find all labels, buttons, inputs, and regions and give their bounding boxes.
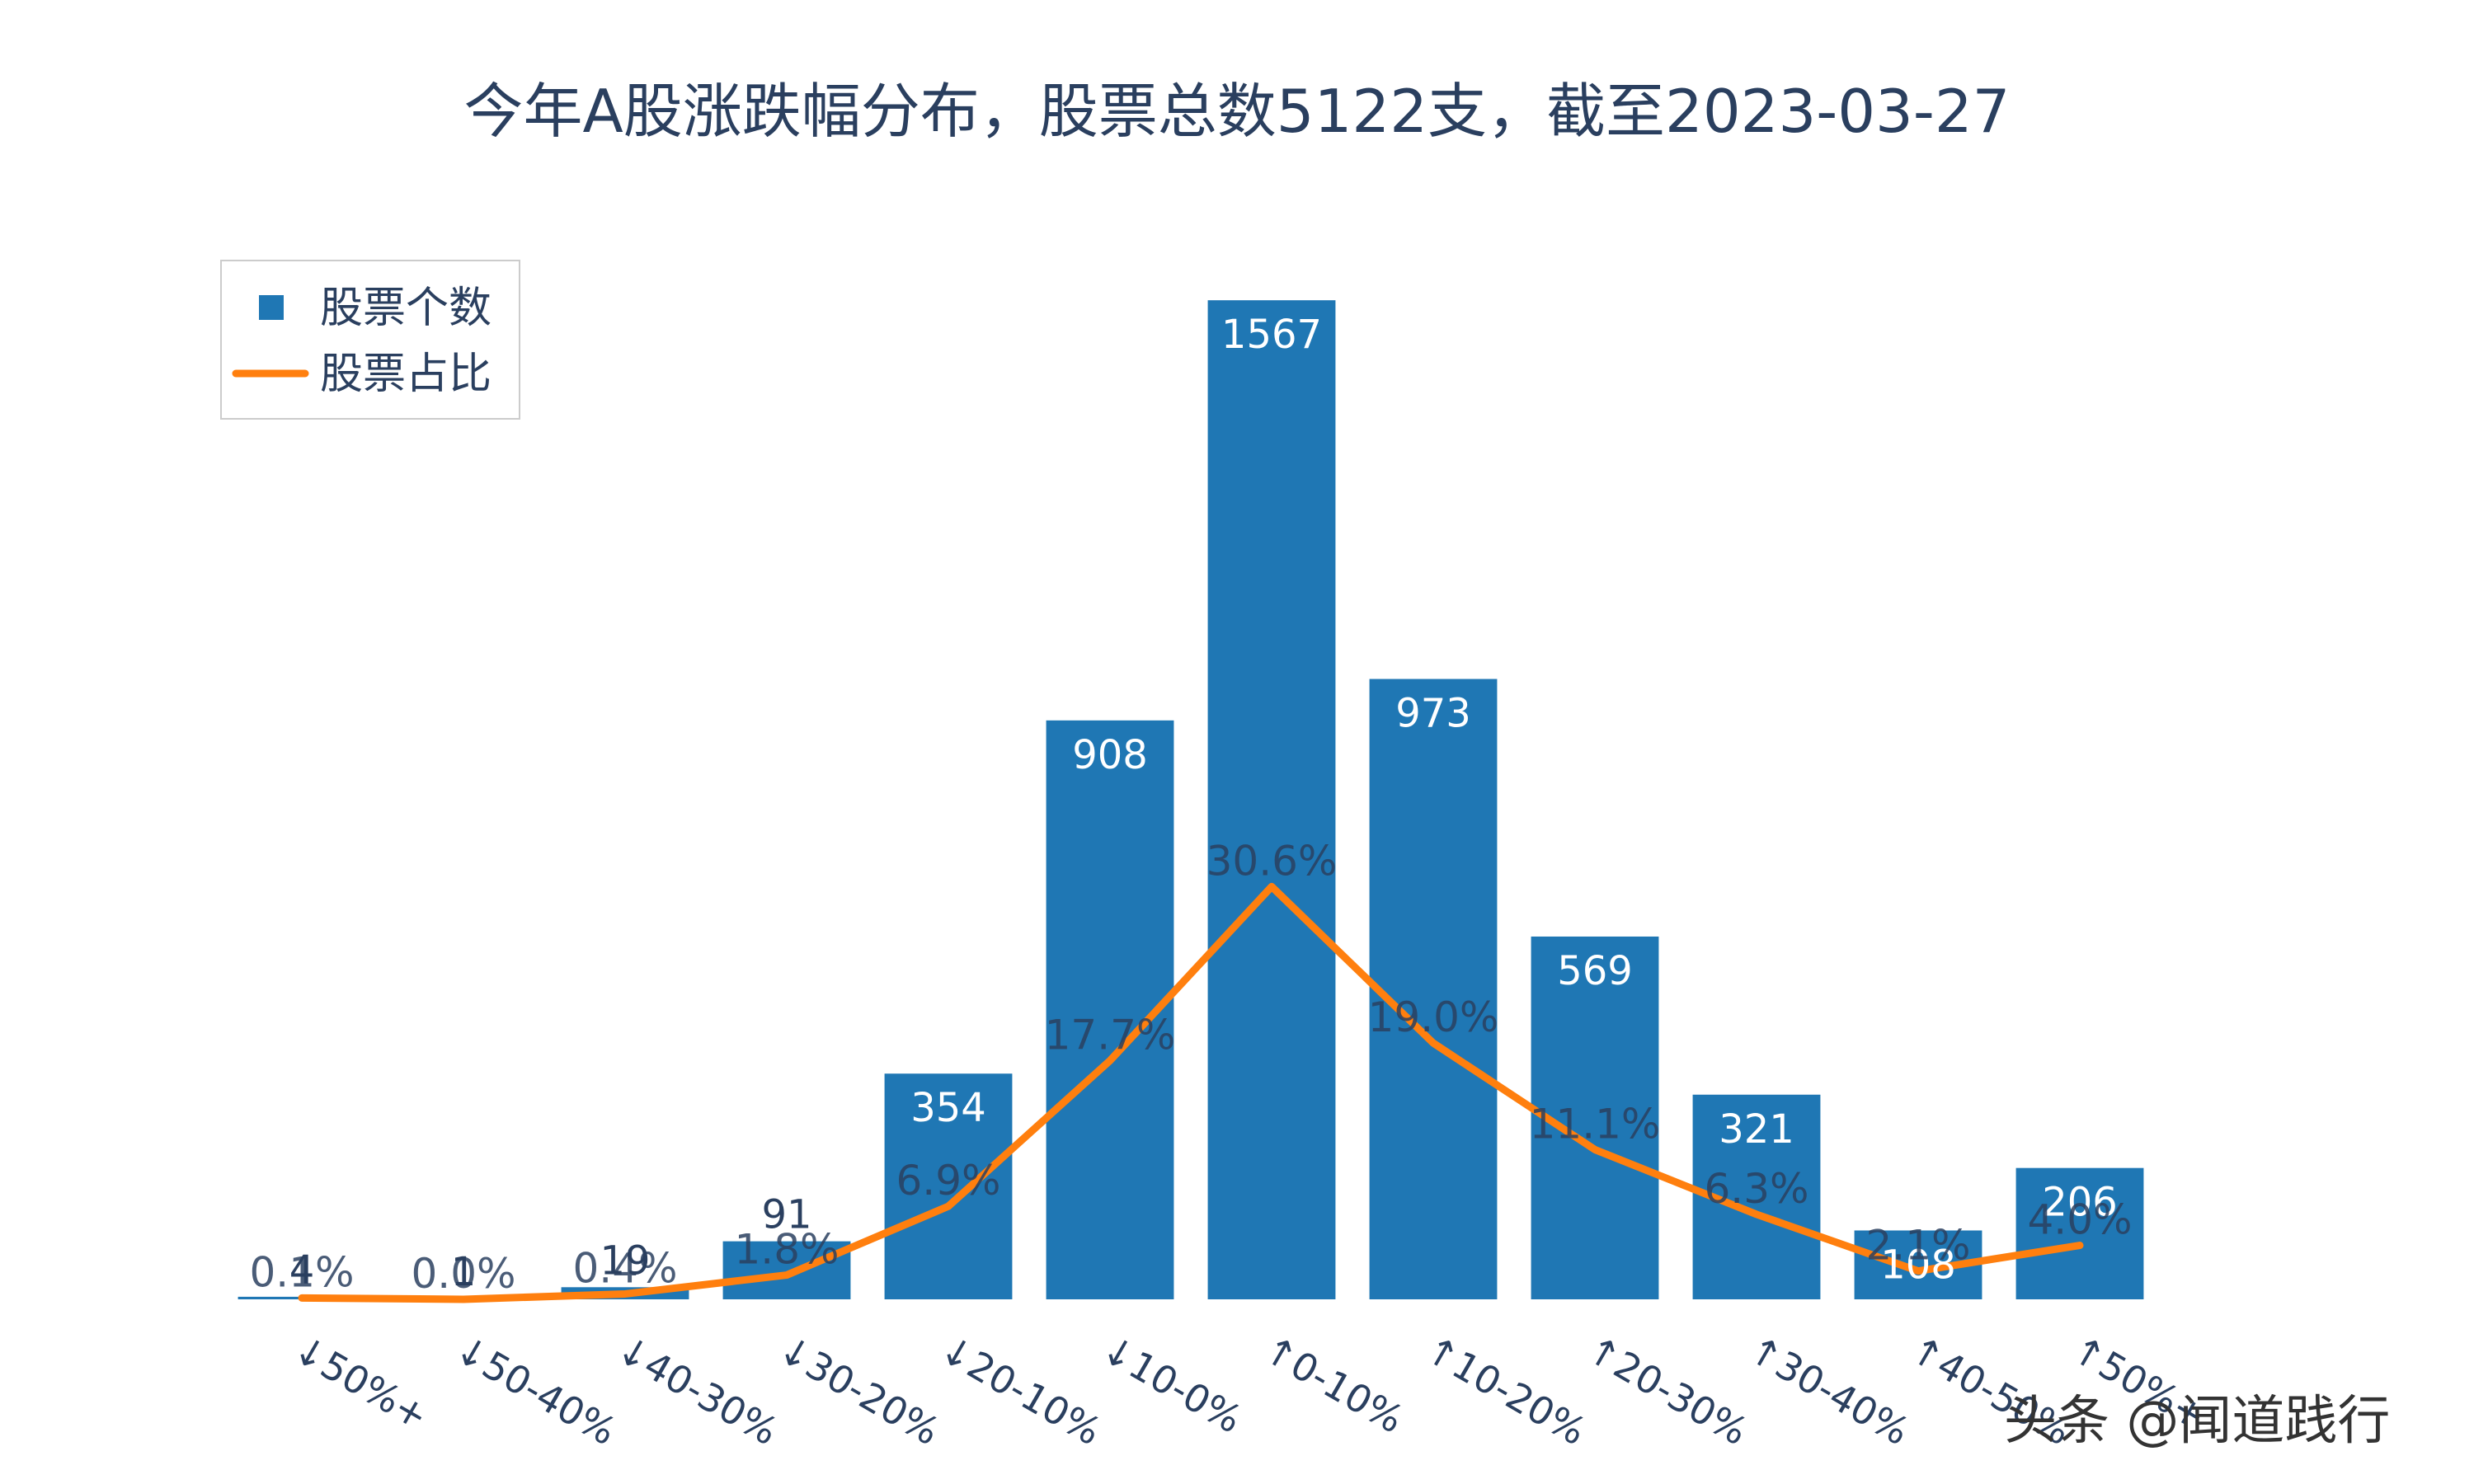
percent-label-11: 4.0% — [2027, 1196, 2132, 1244]
percent-label-10: 2.1% — [1865, 1222, 1970, 1270]
bars-group — [238, 300, 2144, 1300]
bar-value-label-8: 569 — [1557, 948, 1633, 994]
line-point-1 — [463, 1298, 464, 1300]
watermark-text: 头条 @闻道践行 — [2004, 1391, 2390, 1452]
x-tick-label-9: ↑30-40% — [1741, 1327, 1917, 1454]
line-point-7 — [1432, 1042, 1434, 1045]
percent-label-8: 11.1% — [1530, 1100, 1661, 1148]
x-tick-label-6: ↑0-10% — [1256, 1327, 1412, 1442]
bar-value-label-9: 321 — [1719, 1106, 1794, 1153]
percent-label-6: 30.6% — [1206, 837, 1338, 885]
line-point-3 — [786, 1274, 788, 1276]
chart-title: 今年A股涨跌幅分布，股票总数5122支，截至2023-03-27 — [464, 77, 2011, 146]
percent-label-3: 1.8% — [734, 1226, 839, 1274]
line-point-8 — [1594, 1148, 1596, 1151]
bar-value-label-4: 354 — [910, 1085, 986, 1131]
bar-3 — [722, 1241, 851, 1299]
bar-value-label-5: 908 — [1072, 732, 1148, 778]
x-tick-label-5: ↓10-0% — [1094, 1327, 1250, 1442]
bar-value-label-7: 973 — [1395, 691, 1471, 737]
percent-label-2: 0.4% — [572, 1244, 677, 1292]
legend-bar-swatch — [259, 295, 284, 320]
line-point-9 — [1756, 1213, 1757, 1215]
line-point-11 — [2079, 1244, 2081, 1247]
bar-11 — [2015, 1167, 2144, 1299]
x-tick-label-0: ↓50%+ — [286, 1327, 436, 1439]
bar-value-label-10: 108 — [1880, 1242, 1956, 1288]
x-tick-label-4: ↓20-10% — [933, 1327, 1109, 1454]
legend-bar-label: 股票个数 — [320, 284, 492, 333]
bar-value-label-2: 19 — [600, 1237, 650, 1284]
legend[interactable]: 股票个数 股票占比 — [220, 260, 520, 420]
bar-6 — [1207, 300, 1336, 1300]
percent-label-0: 0.1% — [249, 1248, 354, 1296]
bar-7 — [1369, 679, 1498, 1299]
percent-label-9: 6.3% — [1704, 1165, 1808, 1213]
percent-label-7: 19.0% — [1368, 993, 1499, 1041]
line-point-10 — [1917, 1270, 1919, 1272]
bar-value-label-0: 4 — [289, 1247, 315, 1294]
x-tick-label-8: ↑20-30% — [1579, 1327, 1756, 1454]
bar-labels-group: 4 1 19 91 354 908 1567 973 569 321 108 206 — [289, 312, 2118, 1295]
line-series-path — [298, 882, 2084, 1303]
bar-value-label-6: 1567 — [1221, 312, 1322, 358]
bar-value-label-3: 91 — [761, 1192, 811, 1238]
percent-label-1: 0.0% — [411, 1250, 515, 1298]
line-point-5 — [1109, 1059, 1111, 1062]
x-tick-label-7: ↑10-20% — [1418, 1327, 1594, 1454]
percent-label-5: 17.7% — [1045, 1011, 1176, 1059]
x-tick-label-2: ↓40-30% — [609, 1327, 786, 1454]
x-axis-ticks: ↓50%+ ↓50-40%↓40-30%↓30-20%↓20-10%↓10-0% ↑… — [286, 1327, 2214, 1454]
x-tick-label-1: ↓50-40% — [448, 1327, 624, 1454]
legend-box — [220, 260, 520, 420]
bar-4 — [884, 1073, 1013, 1299]
percent-label-4: 6.9% — [896, 1157, 1000, 1205]
line-point-0 — [301, 1297, 303, 1299]
line-point-6 — [1271, 885, 1272, 888]
line-point-4 — [948, 1205, 949, 1208]
line-series-group — [298, 882, 2084, 1303]
bar-value-label-11: 206 — [2042, 1180, 2118, 1226]
bar-value-label-1: 1 — [451, 1249, 477, 1295]
percent-labels-group: 0.1% 0.0% 0.4% 1.8% 6.9% 17.7% 30.6% 19.0% 11.1%… — [249, 837, 2132, 1298]
legend-line-label: 股票占比 — [320, 350, 492, 399]
x-tick-label-3: ↓30-20% — [771, 1327, 948, 1454]
line-point-2 — [624, 1293, 626, 1295]
